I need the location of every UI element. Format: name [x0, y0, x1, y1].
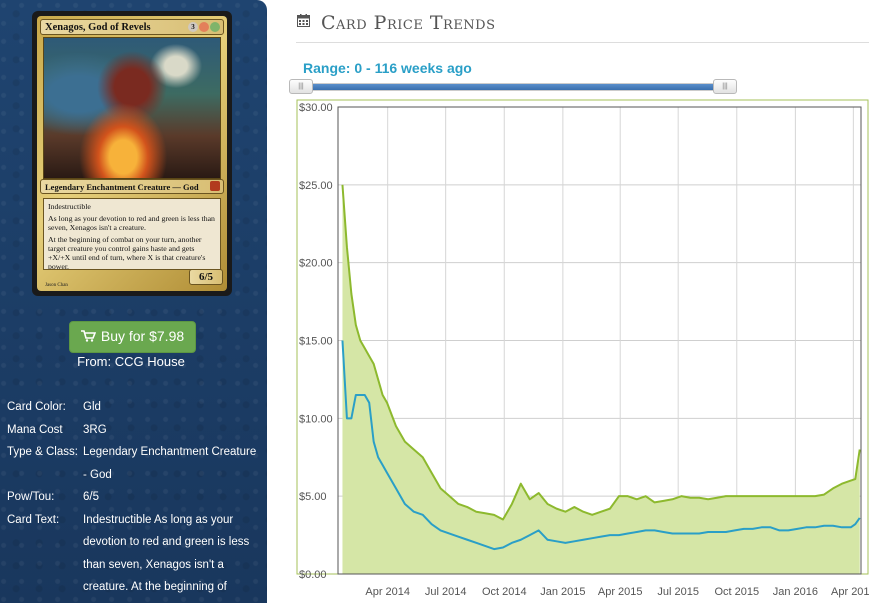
plot-border — [337, 106, 862, 575]
x-tick-label: Apr 2016 — [831, 586, 869, 598]
buy-button[interactable]: Buy for $7.98 — [69, 321, 196, 353]
y-tick-label: $10.00 — [299, 413, 333, 425]
rules-line: At the beginning of combat on your turn,… — [48, 235, 206, 270]
attr-key: Pow/Tou: — [7, 491, 55, 503]
mana-symbol-green — [210, 22, 220, 32]
card-name-bar: Xenagos, God of Revels 3 — [40, 19, 224, 35]
attr-value: Gld — [83, 401, 101, 413]
range-slider-handle-left[interactable]: ||| — [289, 79, 313, 94]
rules-line: Indestructible — [48, 202, 91, 211]
title-divider — [296, 42, 869, 43]
card-art — [43, 37, 221, 179]
set-icon — [210, 181, 220, 191]
card-name: Xenagos, God of Revels — [45, 22, 151, 33]
attr-row: Card Color: Gld — [7, 396, 262, 419]
attr-key: Mana Cost — [7, 423, 63, 436]
buy-button-label: Buy for $7.98 — [100, 328, 185, 344]
calendar-icon — [297, 14, 310, 32]
range-slider-handle-right[interactable]: ||| — [713, 79, 737, 94]
page-header: Card Price Trends — [297, 11, 496, 35]
rules-line: As long as your devotion to red and gree… — [48, 214, 215, 232]
x-tick-label: Apr 2014 — [365, 586, 410, 598]
seller-name: From: CCG House — [77, 354, 185, 369]
attr-value: 3RG — [83, 423, 107, 436]
card-sidebar: Xenagos, God of Revels 3 Legendary Encha… — [0, 0, 267, 603]
y-tick-label: $15.00 — [299, 336, 333, 348]
card-attributes: Card Color: Gld Mana Cost 3RG Type & Cla… — [7, 396, 262, 599]
card-rules-text: Indestructible As long as your devotion … — [43, 198, 221, 270]
attr-key: Card Text: — [7, 513, 60, 526]
y-tick-label: $20.00 — [299, 258, 333, 270]
x-tick-label: Jul 2015 — [657, 586, 699, 598]
x-tick-label: Jan 2016 — [773, 586, 818, 598]
series-line — [341, 340, 861, 551]
y-tick-label: $5.00 — [299, 491, 327, 503]
mana-symbol-generic: 3 — [188, 22, 198, 32]
attr-value: Legendary Enchantment Creature - God — [83, 446, 257, 481]
attr-key: Type & Class: — [7, 446, 78, 458]
y-tick-label: $25.00 — [299, 180, 333, 192]
x-tick-label: Oct 2015 — [714, 586, 759, 598]
cart-icon — [80, 323, 97, 352]
mana-symbols: 3 — [188, 22, 220, 32]
series-area — [342, 184, 860, 574]
card-artist: Jason Chan — [45, 283, 68, 288]
attr-row: Pow/Tou: 6/5 — [7, 486, 262, 509]
attr-row: Type & Class: Legendary Enchantment Crea… — [7, 441, 262, 486]
card-power-toughness: 6/5 — [189, 269, 223, 285]
x-tick-label: Jul 2014 — [425, 586, 467, 598]
price-chart-svg: $0.00 $5.00 $10.00 $15.00 $20.00 $25.00 $30.00… — [296, 99, 869, 598]
series-line — [341, 184, 861, 521]
card-type-bar: Legendary Enchantment Creature — God — [40, 179, 224, 194]
y-tick-label: $0.00 — [299, 569, 327, 581]
x-tick-label: Oct 2014 — [482, 586, 527, 598]
attr-value: Indestructible As long as your devotion … — [83, 513, 250, 594]
x-tick-label: Apr 2015 — [598, 586, 643, 598]
x-tick-label: Jan 2015 — [540, 586, 585, 598]
attr-key: Card Color: — [7, 401, 66, 413]
page-title: Card Price Trends — [321, 12, 496, 34]
card-frame: Xenagos, God of Revels 3 Legendary Encha… — [37, 16, 227, 291]
mana-symbol-red — [199, 22, 209, 32]
range-label: Range: 0 - 116 weeks ago — [303, 60, 472, 76]
y-tick-label: $30.00 — [299, 102, 333, 114]
card-type-line: Legendary Enchantment Creature — God — [45, 182, 199, 192]
attr-row: Mana Cost 3RG — [7, 419, 262, 442]
attr-value: 6/5 — [83, 491, 99, 503]
price-chart: $0.00 $5.00 $10.00 $15.00 $20.00 $25.00 $30.00… — [296, 99, 869, 603]
attr-row: Card Text: Indestructible As long as you… — [7, 509, 262, 599]
range-slider-fill — [300, 84, 726, 90]
card-image[interactable]: Xenagos, God of Revels 3 Legendary Encha… — [32, 11, 232, 296]
